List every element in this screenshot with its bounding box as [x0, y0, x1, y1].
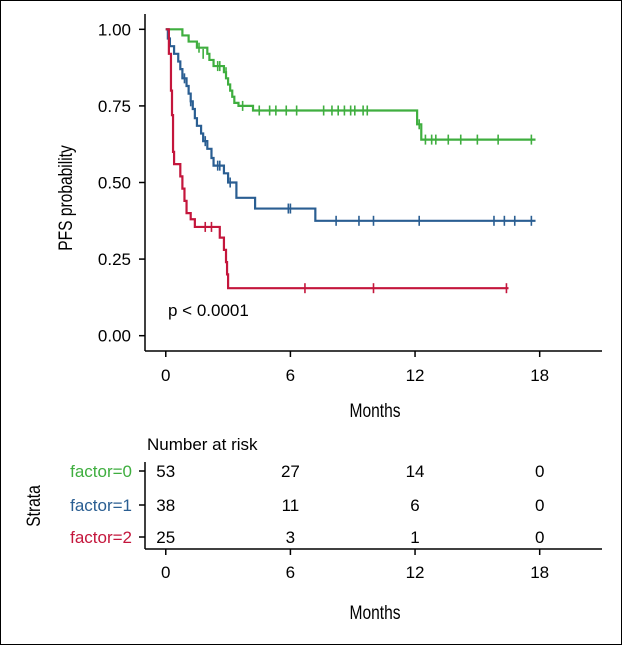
risk-x-ticks: 0 6 12 18 [161, 549, 549, 582]
y-tick-label: 0.75 [98, 97, 131, 116]
risk-count: 6 [410, 496, 419, 515]
risk-count: 53 [156, 462, 175, 481]
risk-count: 0 [535, 496, 544, 515]
y-tick-label: 0.25 [98, 250, 131, 269]
risk-table-title: Number at risk [147, 435, 258, 454]
curve-factor-2 [165, 28, 509, 290]
p-value-annotation: p < 0.0001 [168, 301, 249, 320]
risk-count: 11 [282, 496, 300, 515]
survival-plot: 0.00 0.25 0.50 0.75 1.00 0 6 12 18 PFS probabil… [55, 14, 602, 421]
x-ticks: 0 6 12 18 [161, 351, 549, 385]
risk-count: 0 [535, 462, 544, 481]
risk-count: 27 [281, 462, 300, 481]
survival-curves [165, 28, 536, 294]
x-tick-label: 6 [286, 366, 295, 385]
x-tick-label: 18 [530, 366, 549, 385]
strata-label: factor=1 [70, 496, 132, 515]
curve-factor-1 [165, 28, 536, 222]
risk-x-tick-label: 0 [161, 563, 170, 582]
y-ticks: 0.00 0.25 0.50 0.75 1.00 [98, 20, 145, 346]
y-tick-label: 0.50 [98, 174, 131, 193]
risk-rows: factor=0 53 27 14 0 factor=1 38 11 6 0 factor=2 25 3… [70, 462, 544, 547]
risk-count: 0 [535, 528, 544, 547]
risk-count: 1 [410, 528, 419, 547]
risk-count: 3 [286, 528, 295, 547]
y-tick-label: 0.00 [98, 327, 131, 346]
x-axis-title: Months [349, 400, 400, 422]
risk-x-tick-label: 12 [406, 563, 425, 582]
strata-label: factor=2 [70, 528, 132, 547]
x-tick-label: 0 [161, 366, 170, 385]
risk-count: 14 [406, 462, 425, 481]
risk-count: 25 [156, 528, 175, 547]
y-tick-label: 1.00 [98, 20, 131, 39]
y-axis-title: PFS probability [55, 145, 77, 251]
risk-x-axis-title: Months [349, 602, 400, 624]
risk-count: 38 [156, 496, 175, 515]
x-tick-label: 12 [406, 366, 425, 385]
curve-factor-0 [165, 28, 536, 141]
strata-axis-title: Strata [23, 485, 45, 527]
risk-table: Number at risk factor=0 53 27 14 0 factor=1 38… [23, 435, 602, 623]
risk-x-tick-label: 18 [530, 563, 549, 582]
risk-x-tick-label: 6 [286, 563, 295, 582]
strata-label: factor=0 [70, 462, 132, 481]
